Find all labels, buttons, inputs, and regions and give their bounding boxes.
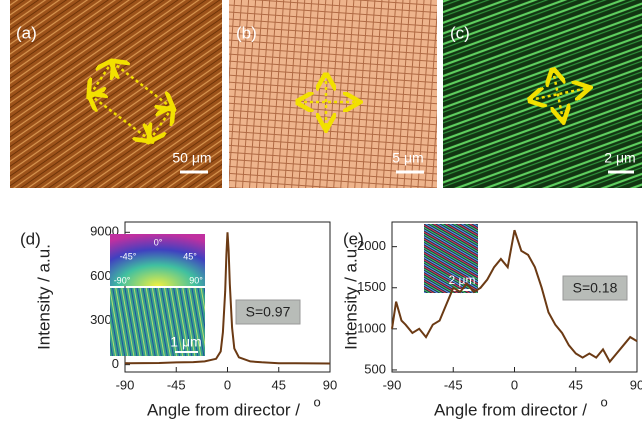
x-tick-label: 0: [224, 377, 231, 392]
inset-label: 0°: [154, 237, 163, 247]
annotation: S=0.97: [246, 304, 291, 320]
y-axis-label: Intensity / a.u.: [34, 244, 53, 350]
x-axis-unit: o: [314, 394, 321, 409]
x-tick-label: -90: [116, 377, 135, 392]
panel-label: (b): [236, 23, 257, 42]
x-tick-label: -90: [383, 377, 402, 392]
x-tick-label: 0: [511, 377, 518, 392]
x-tick-label: -45: [444, 377, 463, 392]
y-tick-label: 1000: [357, 320, 386, 335]
scale-bar-label: 2 μm: [449, 273, 476, 287]
x-tick-label: 45: [272, 377, 286, 392]
x-axis-unit: o: [601, 394, 608, 409]
figure: (a) (b) (c) 50 μm 5 μm 2 μm 030006000900…: [0, 0, 642, 421]
x-tick-label: 90: [630, 377, 642, 392]
y-axis-label: Intensity / a.u.: [341, 244, 360, 350]
x-tick-label: 45: [569, 377, 583, 392]
inset-label: -90°: [114, 275, 131, 285]
scale-bar-label: 5 μm: [392, 150, 423, 166]
annotation: S=0.18: [573, 280, 618, 296]
inset-label: 90°: [189, 275, 203, 285]
x-tick-label: 90: [323, 377, 337, 392]
scale-bar-label: 50 μm: [172, 150, 211, 166]
x-tick-label: -45: [167, 377, 186, 392]
x-axis-label: Angle from director /: [434, 400, 587, 419]
x-axis-label: Angle from director /: [147, 400, 300, 419]
inset-label: -45°: [120, 251, 137, 261]
inset-label: 45°: [183, 251, 197, 261]
panel-label: (a): [16, 23, 37, 42]
scale-bar-label: 2 μm: [604, 150, 635, 166]
y-tick-label: 1500: [357, 279, 386, 294]
y-tick-label: 0: [112, 356, 119, 371]
panel-label: (c): [450, 23, 470, 42]
scale-bar-label: 1 μm: [170, 334, 201, 350]
y-tick-label: 500: [364, 361, 386, 376]
